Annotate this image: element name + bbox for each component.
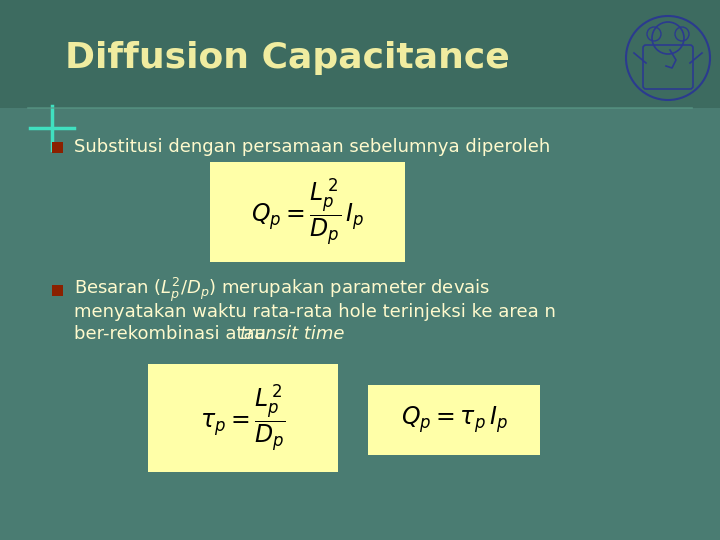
Text: Diffusion Capacitance: Diffusion Capacitance: [65, 41, 510, 75]
FancyBboxPatch shape: [148, 364, 338, 472]
FancyBboxPatch shape: [210, 162, 405, 262]
Bar: [0, 108, 720, 540]
Text: ber-rekombinasi atau: ber-rekombinasi atau: [74, 325, 271, 343]
Text: $Q_p = \tau_p\,I_p$: $Q_p = \tau_p\,I_p$: [400, 404, 508, 435]
Bar: [52, 285, 63, 296]
Text: transit time: transit time: [240, 325, 344, 343]
Bar: [52, 142, 63, 153]
Text: Substitusi dengan persamaan sebelumnya diperoleh: Substitusi dengan persamaan sebelumnya d…: [74, 138, 550, 156]
Text: $\tau_p = \dfrac{L_p^{\,2}}{D_p}$: $\tau_p = \dfrac{L_p^{\,2}}{D_p}$: [200, 382, 286, 454]
Text: menyatakan waktu rata-rata hole terinjeksi ke area n: menyatakan waktu rata-rata hole terinjek…: [74, 303, 556, 321]
Bar: [0, 0, 720, 108]
Text: $Q_p = \dfrac{L_p^{\,2}}{D_p}\,I_p$: $Q_p = \dfrac{L_p^{\,2}}{D_p}\,I_p$: [251, 176, 364, 248]
FancyBboxPatch shape: [368, 385, 540, 455]
Text: Besaran ($L_p^2/D_p$) merupakan parameter devais: Besaran ($L_p^2/D_p$) merupakan paramete…: [74, 276, 490, 304]
